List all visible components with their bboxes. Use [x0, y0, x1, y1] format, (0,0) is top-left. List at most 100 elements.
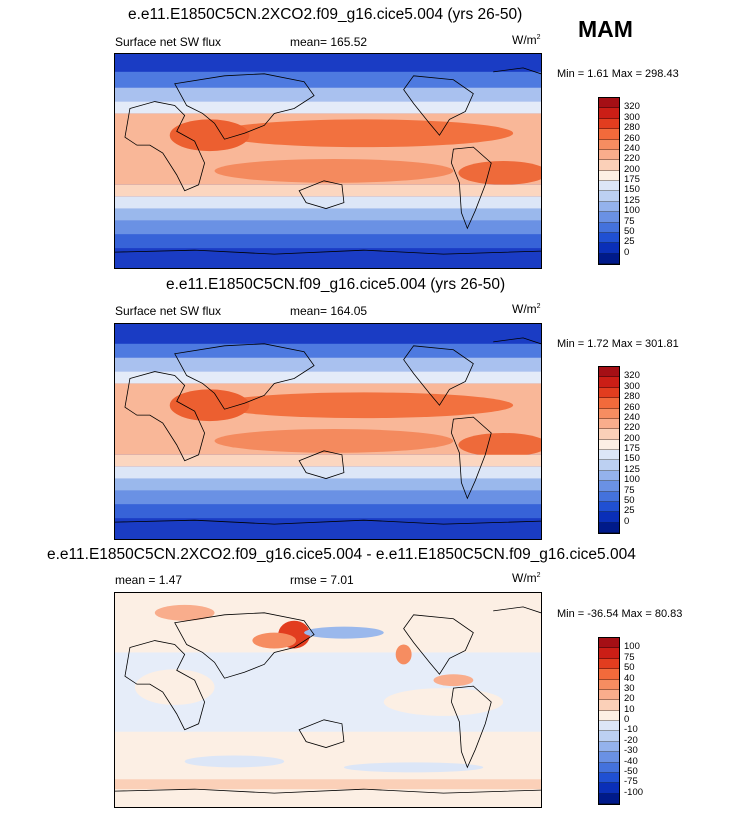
colorbar-tick-label: -50 [624, 765, 638, 777]
panel-3-rmse: rmse = 7.01 [290, 573, 354, 587]
panel-3-min-max: Min = -36.54 Max = 80.83 [557, 608, 683, 620]
colorbar-tick-label: 125 [624, 463, 640, 475]
panel-2-colorbar [598, 366, 620, 534]
colorbar-tick-label: 260 [624, 401, 640, 413]
colorbar-swatch [599, 429, 619, 440]
colorbar-swatch [599, 191, 619, 202]
colorbar-swatch [599, 793, 619, 804]
panel-1-units: W/m2 [512, 33, 541, 47]
colorbar-swatch [599, 669, 619, 680]
colorbar-swatch [599, 149, 619, 161]
colorbar-swatch [599, 160, 619, 171]
colorbar-swatch [599, 367, 619, 378]
colorbar-tick-label: 50 [624, 225, 635, 237]
colorbar-swatch [599, 232, 619, 244]
panel-2-mean: mean= 164.05 [290, 304, 368, 318]
colorbar-tick-label: 220 [624, 422, 640, 434]
colorbar-swatch [599, 118, 619, 130]
colorbar-swatch [599, 408, 619, 419]
panel-1-mean: mean= 165.52 [290, 35, 368, 49]
colorbar-swatch [599, 108, 619, 119]
colorbar-swatch [599, 481, 619, 492]
colorbar-tick-label: 0 [624, 714, 630, 725]
panel-3-map [114, 592, 542, 808]
colorbar-swatch [599, 181, 619, 192]
colorbar-tick-label: 20 [624, 693, 635, 705]
colorbar-tick-label: 240 [624, 142, 640, 154]
colorbar-tick-label: 175 [624, 174, 640, 185]
colorbar-tick-label: 100 [624, 474, 640, 486]
colorbar-tick-label: -10 [624, 724, 638, 736]
colorbar-tick-label: 200 [624, 432, 640, 444]
colorbar-swatch [599, 139, 619, 150]
colorbar-tick-label: 125 [624, 194, 640, 206]
colorbar-swatch [599, 741, 619, 753]
panel-1-min-max: Min = 1.61 Max = 298.43 [557, 68, 679, 80]
colorbar-swatch [599, 170, 619, 181]
colorbar-tick-label: 150 [624, 184, 640, 196]
panel-2-map-svg [115, 324, 541, 539]
colorbar-tick-label: 240 [624, 411, 640, 423]
colorbar-tick-label: -75 [624, 776, 638, 788]
colorbar-swatch [599, 253, 619, 264]
colorbar-tick-label: 10 [624, 703, 635, 715]
colorbar-tick-label: 0 [624, 515, 630, 527]
colorbar-swatch [599, 98, 619, 109]
colorbar-swatch [599, 658, 619, 670]
colorbar-swatch [599, 212, 619, 223]
colorbar-tick-label: 75 [624, 651, 635, 663]
colorbar-swatch [599, 470, 619, 482]
panel-2-map [114, 323, 542, 540]
colorbar-tick-label: 75 [624, 484, 635, 496]
colorbar-swatch [599, 222, 619, 233]
colorbar-swatch [599, 700, 619, 711]
colorbar-swatch [599, 783, 619, 794]
panel-3-map-svg [115, 593, 541, 807]
colorbar-tick-label: 175 [624, 443, 640, 454]
colorbar-tick-label: 0 [624, 246, 630, 258]
colorbar-swatch [599, 501, 619, 513]
colorbar-swatch [599, 710, 619, 721]
colorbar-swatch [599, 439, 619, 450]
colorbar-swatch [599, 762, 619, 773]
colorbar-tick-label: 300 [624, 111, 640, 123]
colorbar-tick-label: -100 [624, 786, 644, 798]
colorbar-tick-label: 40 [624, 672, 635, 684]
colorbar-swatch [599, 772, 619, 784]
colorbar-tick-label: 25 [624, 236, 635, 248]
panel-2-units: W/m2 [512, 302, 541, 316]
panel-3-units: W/m2 [512, 571, 541, 585]
colorbar-swatch [599, 731, 619, 742]
colorbar-tick-label: 150 [624, 453, 640, 465]
colorbar-tick-label: 300 [624, 380, 640, 392]
colorbar-swatch [599, 679, 619, 690]
colorbar-tick-label: 25 [624, 505, 635, 517]
colorbar-tick-label: -20 [624, 734, 638, 746]
colorbar-swatch [599, 638, 619, 649]
colorbar-tick-label: 50 [624, 662, 635, 674]
colorbar-swatch [599, 129, 619, 140]
panel-3-title: e.e11.E1850C5CN.2XCO2.f09_g16.cice5.004 … [47, 546, 636, 563]
colorbar-swatch [599, 522, 619, 533]
colorbar-tick-label: 100 [624, 641, 640, 653]
colorbar-swatch [599, 460, 619, 471]
colorbar-swatch [599, 512, 619, 523]
colorbar-swatch [599, 398, 619, 409]
panel-1-map-svg [115, 54, 541, 268]
colorbar-tick-label: 30 [624, 682, 635, 694]
colorbar-swatch [599, 689, 619, 701]
colorbar-tick-label: 320 [624, 101, 640, 113]
panel-3-colorbar [598, 637, 620, 805]
colorbar-tick-label: 280 [624, 122, 640, 134]
colorbar-tick-label: -40 [624, 755, 638, 767]
colorbar-swatch [599, 721, 619, 732]
colorbar-swatch [599, 418, 619, 430]
colorbar-tick-label: 100 [624, 205, 640, 217]
colorbar-swatch [599, 450, 619, 461]
panel-1-title: e.e11.E1850C5CN.2XCO2.f09_g16.cice5.004 … [128, 6, 523, 23]
colorbar-tick-label: 220 [624, 153, 640, 165]
colorbar-swatch [599, 752, 619, 763]
panel-1-variable-label: Surface net SW flux [115, 35, 222, 49]
panel-1-map [114, 53, 542, 269]
panel-2-min-max: Min = 1.72 Max = 301.81 [557, 338, 679, 350]
